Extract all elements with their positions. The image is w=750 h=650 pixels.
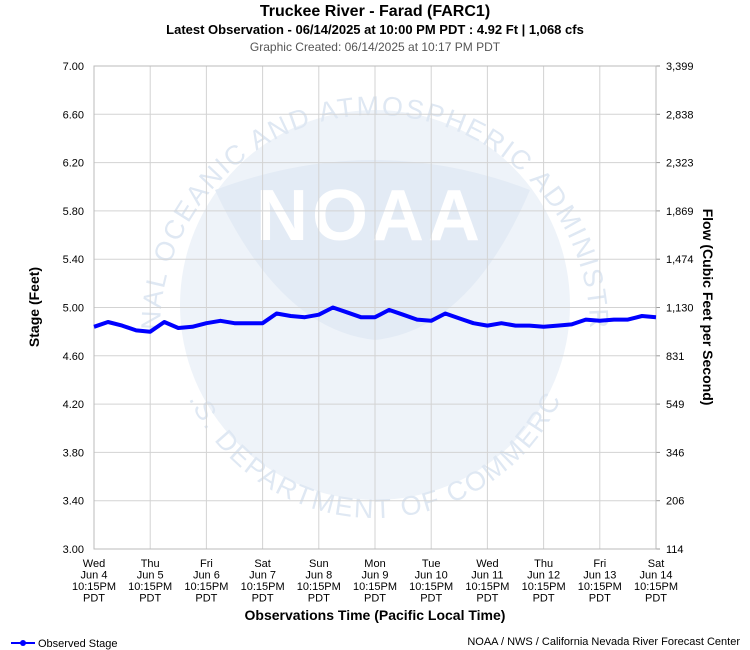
x-tick-label: PDT: [252, 593, 274, 605]
x-tick-label: Jun 13: [583, 570, 616, 582]
legend-marker: [20, 640, 26, 646]
y2-tick-label: 1,474: [666, 254, 694, 266]
y2-tick-label: 206: [666, 496, 684, 508]
y2-tick-label: 2,838: [666, 109, 694, 121]
created-note: Graphic Created: 06/14/2025 at 10:17 PM …: [250, 40, 501, 54]
x-tick-label: PDT: [589, 593, 611, 605]
x-axis-label: Observations Time (Pacific Local Time): [245, 607, 506, 623]
x-tick-label: Sat: [254, 558, 271, 570]
y-tick-label: 3.80: [63, 447, 84, 459]
x-tick-label: Jun 4: [81, 570, 108, 582]
y2-tick-label: 549: [666, 399, 684, 411]
y-tick-label: 3.00: [63, 544, 84, 556]
x-tick-label: PDT: [533, 593, 555, 605]
x-tick-label: Fri: [200, 558, 213, 570]
x-tick-label: PDT: [83, 593, 105, 605]
x-tick-label: 10:15PM: [241, 581, 285, 593]
x-tick-label: Jun 10: [415, 570, 448, 582]
y2-tick-label: 3,399: [666, 61, 694, 73]
y-tick-label: 3.40: [63, 496, 84, 508]
plot-frame: [93, 65, 657, 550]
x-tick-label: Jun 6: [193, 570, 220, 582]
x-tick-label: PDT: [476, 593, 498, 605]
x-tick-label: PDT: [420, 593, 442, 605]
y2-axis-label: Flow (Cubic Feet per Second): [700, 209, 716, 406]
x-tick-label: Jun 8: [305, 570, 332, 582]
x-tick-label: PDT: [139, 593, 161, 605]
x-tick-label: PDT: [308, 593, 330, 605]
x-tick-label: Jun 12: [527, 570, 560, 582]
x-tick-label: Jun 7: [249, 570, 276, 582]
y2-tick-label: 1,130: [666, 303, 694, 315]
y2-tick-label: 114: [666, 544, 684, 556]
x-tick-label: 10:15PM: [72, 581, 116, 593]
x-tick-label: Tue: [422, 558, 441, 570]
x-tick-label: PDT: [645, 593, 667, 605]
x-tick-label: PDT: [195, 593, 217, 605]
chart-title: Truckee River - Farad (FARC1): [260, 3, 490, 20]
x-tick-label: 10:15PM: [578, 581, 622, 593]
x-tick-label: 10:15PM: [409, 581, 453, 593]
y2-tick-label: 346: [666, 447, 684, 459]
x-tick-label: Wed: [83, 558, 105, 570]
x-tick-label: 10:15PM: [353, 581, 397, 593]
y-tick-label: 5.00: [63, 303, 84, 315]
watermark-shape: [215, 160, 530, 340]
chart-subtitle: Latest Observation - 06/14/2025 at 10:00…: [166, 22, 584, 37]
y-axis-label: Stage (Feet): [26, 267, 42, 347]
y-tick-label: 6.20: [63, 158, 84, 170]
y-tick-label: 7.00: [63, 61, 84, 73]
x-tick-label: PDT: [364, 593, 386, 605]
legend-label: Observed Stage: [38, 638, 118, 650]
x-tick-label: Thu: [534, 558, 553, 570]
legend: Observed Stage: [11, 638, 118, 650]
y-tick-label: 6.60: [63, 109, 84, 121]
x-tick-label: Sat: [648, 558, 665, 570]
x-tick-label: 10:15PM: [128, 581, 172, 593]
x-tick-label: Thu: [141, 558, 160, 570]
y2-tick-label: 2,323: [666, 158, 694, 170]
x-tick-label: Jun 14: [639, 570, 672, 582]
credit: NOAA / NWS / California Nevada River For…: [467, 636, 740, 648]
y-tick-label: 4.20: [63, 399, 84, 411]
x-tick-label: Mon: [364, 558, 385, 570]
y-tick-label: 5.80: [63, 206, 84, 218]
x-tick-label: 10:15PM: [634, 581, 678, 593]
stage-line: [93, 305, 657, 334]
x-tick-label: 10:15PM: [297, 581, 341, 593]
watermark: NATIONAL OCEANIC AND ATMOSPHERIC ADMINIS…: [0, 0, 612, 524]
y-tick-label: 5.40: [63, 254, 84, 266]
x-tick-label: Jun 11: [471, 570, 503, 582]
x-tick-label: Sun: [309, 558, 329, 570]
x-tick-label: Fri: [593, 558, 606, 570]
x-tick-label: Wed: [476, 558, 498, 570]
y2-tick-label: 1,869: [666, 206, 694, 218]
x-tick-label: Jun 9: [362, 570, 389, 582]
x-tick-label: 10:15PM: [184, 581, 228, 593]
y2-tick-label: 831: [666, 351, 684, 363]
watermark-logo: NOAA: [256, 176, 484, 256]
x-tick-label: 10:15PM: [465, 581, 509, 593]
y-tick-label: 4.60: [63, 351, 84, 363]
x-tick-label: Jun 5: [137, 570, 164, 582]
x-tick-label: 10:15PM: [522, 581, 566, 593]
